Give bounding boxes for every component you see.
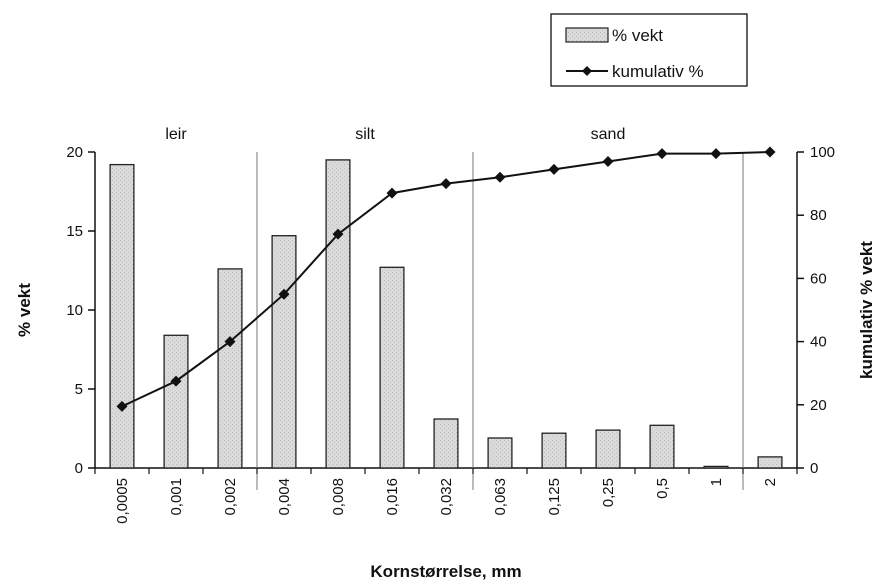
left-tick-label: 20 xyxy=(66,144,83,161)
bar xyxy=(703,465,729,469)
left-tick-label: 10 xyxy=(66,302,83,319)
legend-bar-label: % vekt xyxy=(612,26,663,45)
legend-line-marker xyxy=(582,66,592,76)
right-tick-label: 40 xyxy=(810,334,827,351)
x-tick-label: 0,063 xyxy=(492,478,509,516)
x-axis-title: Kornstørrelse, mm xyxy=(370,562,521,581)
x-tick-label: 0,125 xyxy=(546,478,563,516)
cumulative-line-layer xyxy=(116,146,776,412)
cumulative-point xyxy=(656,148,668,160)
right-tick-label: 0 xyxy=(810,460,818,477)
cumulative-point xyxy=(764,146,776,158)
x-tick-label: 0,016 xyxy=(384,478,401,516)
bar xyxy=(217,268,243,469)
x-tick-label: 0,001 xyxy=(168,478,185,516)
bar xyxy=(325,159,351,469)
cumulative-point xyxy=(710,148,722,160)
bar xyxy=(109,163,135,469)
left-tick-label: 15 xyxy=(66,223,83,240)
cumulative-point xyxy=(332,228,344,240)
x-tick-label: 0,032 xyxy=(438,478,455,516)
bar xyxy=(433,418,459,469)
legend-box xyxy=(550,13,748,87)
right-tick-label: 60 xyxy=(810,270,827,287)
bar xyxy=(757,456,783,469)
cumulative-point xyxy=(386,187,398,199)
x-tick-label: 0,008 xyxy=(330,478,347,516)
left-axis-ticks: 0 5 10 15 20 xyxy=(66,144,95,477)
right-tick-label: 80 xyxy=(810,207,827,224)
cumulative-point xyxy=(440,178,452,190)
cumulative-point xyxy=(494,171,506,183)
legend-bar-swatch xyxy=(565,27,609,43)
bar xyxy=(271,235,297,469)
right-axis-ticks: 0 20 40 60 80 100 xyxy=(797,144,835,477)
cumulative-point xyxy=(278,288,290,300)
x-tick-label: 0,5 xyxy=(654,478,671,499)
cumulative-point xyxy=(224,336,236,348)
y2-axis-title: kumulativ % vekt xyxy=(857,241,876,379)
region-label: sand xyxy=(591,126,626,143)
bar xyxy=(487,437,513,469)
bar xyxy=(379,266,405,469)
bars xyxy=(109,159,783,469)
x-tick-label: 0,004 xyxy=(276,478,293,516)
y-axis-title: % vekt xyxy=(15,283,34,337)
legend-line-label: kumulativ % xyxy=(612,62,704,81)
region-boundaries xyxy=(256,152,744,490)
cumulative-point xyxy=(548,163,560,175)
bar xyxy=(163,334,189,469)
x-tick-label: 2 xyxy=(762,478,779,486)
x-tick-label: 0,25 xyxy=(600,478,617,507)
right-tick-label: 100 xyxy=(810,144,835,161)
right-tick-label: 20 xyxy=(810,397,827,414)
legend: % vekt kumulativ % xyxy=(550,13,748,87)
left-tick-label: 0 xyxy=(75,460,83,477)
x-tick-label: 0,0005 xyxy=(114,478,131,524)
bar xyxy=(541,432,567,469)
region-labels: leir silt sand xyxy=(165,126,625,143)
cumulative-point xyxy=(170,375,182,387)
region-label: silt xyxy=(355,126,375,143)
x-tick-label: 1 xyxy=(708,478,725,486)
bar xyxy=(595,429,621,469)
left-tick-label: 5 xyxy=(75,381,83,398)
region-label: leir xyxy=(165,126,187,143)
bar xyxy=(649,424,675,469)
x-tick-label: 0,002 xyxy=(222,478,239,516)
x-axis-ticks: 0,0005 0,001 0,002 0,004 0,008 0,016 0,032 0,06… xyxy=(94,468,798,524)
cumulative-point xyxy=(116,400,128,412)
cumulative-point xyxy=(602,155,614,167)
